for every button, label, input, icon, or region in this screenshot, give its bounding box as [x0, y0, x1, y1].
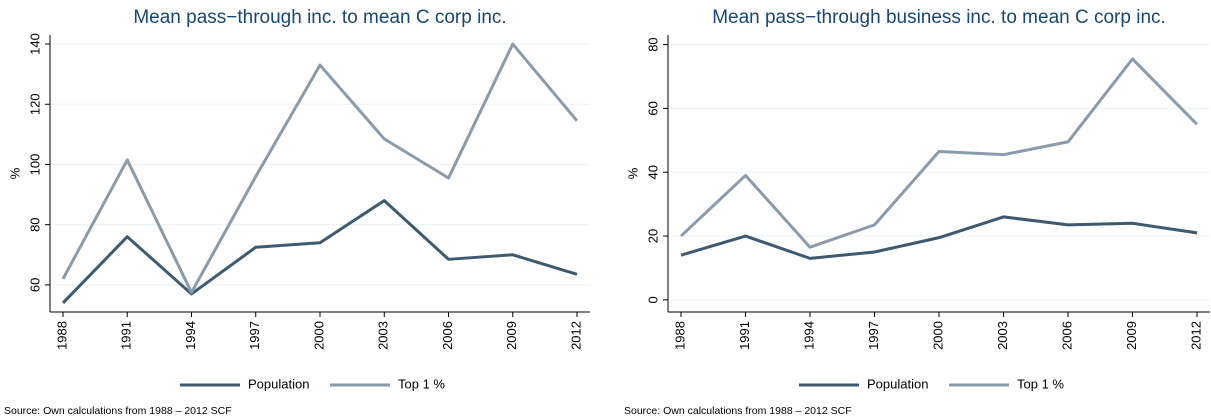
y-axis-label: %	[625, 167, 640, 179]
x-tick-label: 2006	[1059, 321, 1074, 350]
chart-title: Mean pass−through business inc. to mean …	[712, 7, 1166, 28]
x-tick-label: 2012	[1188, 321, 1203, 350]
legend-label: Population	[867, 376, 928, 391]
x-tick-label: 1997	[866, 321, 881, 350]
line-series	[679, 57, 1199, 249]
x-tick-label: 1988	[672, 321, 687, 350]
source-note: Source: Own calculations from 1988 – 201…	[4, 405, 232, 417]
y-tick-label: 60	[645, 101, 660, 115]
x-tick-label: 2003	[995, 321, 1010, 350]
x-tick-label: 1994	[183, 321, 198, 350]
x-tick-label: 2009	[1124, 321, 1139, 350]
legend-label: Top 1 %	[398, 376, 445, 391]
x-tick-label: 2003	[376, 321, 391, 350]
y-tick-label: 140	[27, 33, 42, 55]
y-tick-label: 100	[27, 154, 42, 176]
line-series	[61, 42, 579, 294]
x-tick-label: 1991	[737, 321, 752, 350]
y-axis-label: %	[7, 167, 22, 179]
y-tick-label: 60	[27, 278, 42, 292]
y-tick-label: 120	[27, 93, 42, 115]
x-tick-label: 1991	[119, 321, 134, 350]
x-tick-label: 2000	[311, 321, 326, 350]
x-tick-label: 2000	[930, 321, 945, 350]
x-tick-label: 1997	[247, 321, 262, 350]
y-tick-label: 80	[645, 37, 660, 51]
x-tick-label: 1994	[801, 321, 816, 350]
x-tick-label: 2006	[440, 321, 455, 350]
chart-title: Mean pass−through inc. to mean C corp in…	[133, 7, 506, 28]
legend-label: Population	[248, 376, 309, 391]
x-tick-label: 2009	[504, 321, 519, 350]
y-tick-label: 40	[645, 165, 660, 179]
line-series	[680, 215, 1198, 260]
y-tick-label: 0	[645, 296, 660, 303]
y-tick-label: 80	[27, 217, 42, 231]
source-note: Source: Own calculations from 1988 – 201…	[624, 405, 852, 417]
y-tick-label: 20	[645, 229, 660, 243]
line-series	[61, 199, 578, 305]
legend-label: Top 1 %	[1017, 376, 1064, 391]
x-tick-label: 2012	[568, 321, 583, 350]
x-tick-label: 1988	[54, 321, 69, 350]
